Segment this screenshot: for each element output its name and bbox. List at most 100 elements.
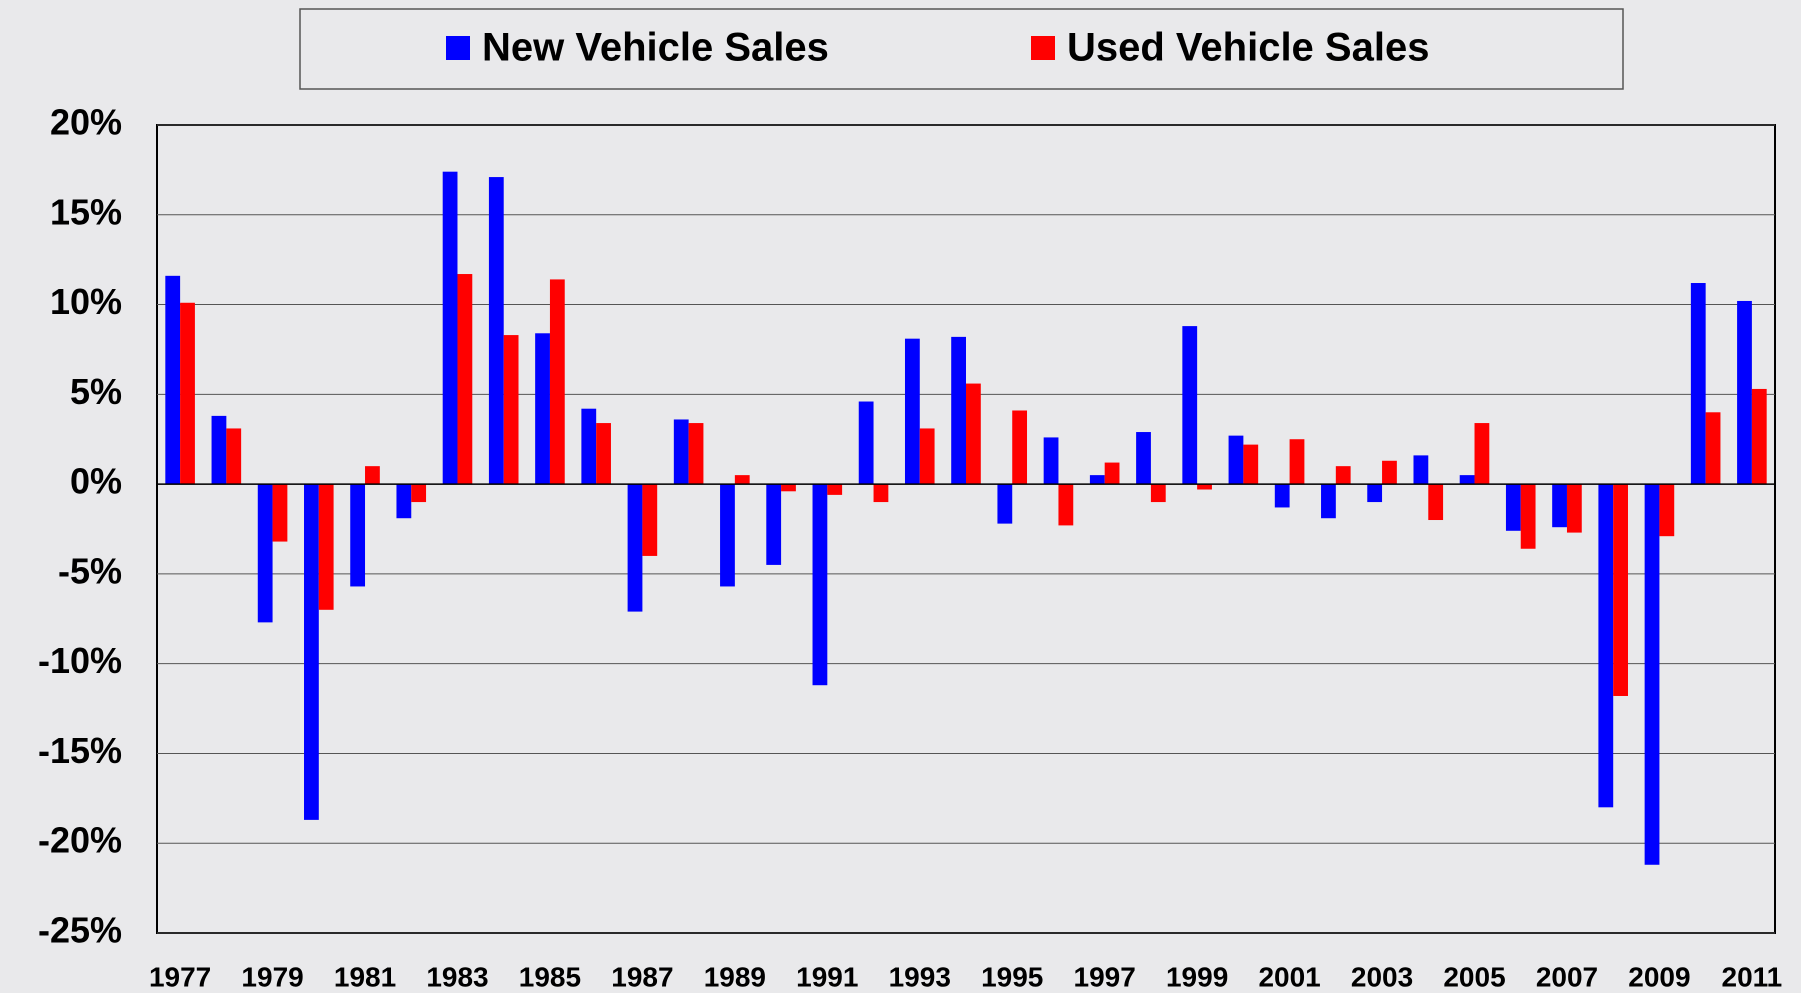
bar [781, 484, 796, 492]
y-tick-label: 5% [70, 371, 122, 412]
bar [1474, 423, 1490, 485]
bar [997, 484, 1013, 524]
bar [1197, 484, 1212, 490]
bar [1413, 455, 1429, 485]
x-tick-label: 1989 [704, 961, 766, 992]
bar [1367, 484, 1383, 503]
bar [1150, 484, 1166, 503]
bar [1552, 484, 1567, 528]
x-tick-label: 1999 [1166, 961, 1228, 992]
bar [1182, 326, 1198, 485]
bar [1382, 460, 1397, 485]
legend-swatch [1031, 36, 1055, 60]
y-tick-label: -10% [38, 640, 122, 681]
bar [919, 428, 935, 485]
bar [766, 484, 782, 565]
x-tick-label: 1985 [519, 961, 581, 992]
x-tick-label: 1977 [149, 961, 211, 992]
bar [966, 383, 981, 485]
bar [304, 484, 319, 820]
bar [1598, 484, 1614, 808]
bar [1043, 437, 1059, 485]
bar [488, 177, 504, 485]
bar [1705, 412, 1721, 485]
bar [503, 335, 519, 485]
bar [226, 428, 242, 485]
bar [627, 484, 643, 612]
bar [1058, 484, 1074, 526]
bar [1751, 388, 1767, 485]
bar [1012, 410, 1028, 485]
y-tick-label: -15% [38, 730, 122, 771]
bar [1459, 475, 1475, 485]
x-tick-label: 1995 [981, 961, 1043, 992]
x-tick-label: 1981 [334, 961, 396, 992]
bar [1613, 484, 1628, 696]
y-tick-label: 20% [50, 102, 122, 143]
x-tick-label: 2005 [1443, 961, 1505, 992]
x-tick-label: 2007 [1536, 961, 1598, 992]
bar [1089, 475, 1105, 485]
legend-label: New Vehicle Sales [482, 26, 829, 70]
bar [180, 302, 195, 485]
bar [904, 338, 920, 485]
x-tick-label: 2003 [1351, 961, 1413, 992]
bar [858, 401, 874, 485]
bar [365, 466, 380, 485]
bar [1335, 466, 1351, 485]
y-tick-label: -20% [38, 820, 122, 861]
bar [1659, 484, 1675, 537]
bar [734, 475, 750, 485]
legend-label: Used Vehicle Sales [1067, 26, 1429, 70]
x-tick-label: 1979 [241, 961, 303, 992]
bar [812, 484, 828, 686]
bar [535, 333, 550, 485]
bar [442, 171, 458, 485]
bar [350, 484, 366, 587]
x-tick-label: 1983 [426, 961, 488, 992]
bar [951, 336, 966, 485]
bar [873, 484, 889, 503]
bar [1520, 484, 1536, 549]
bar [673, 419, 689, 485]
bar [165, 275, 181, 485]
y-tick-label: 10% [50, 281, 122, 322]
bar [1228, 435, 1244, 485]
bar [272, 484, 288, 542]
bar [457, 274, 473, 485]
bar [827, 484, 843, 495]
legend-box [299, 8, 1624, 90]
bar [1566, 484, 1582, 533]
bar [411, 484, 427, 503]
bar [211, 415, 227, 485]
bar [1644, 484, 1660, 865]
x-tick-label: 1987 [611, 961, 673, 992]
x-tick-label: 1997 [1074, 961, 1136, 992]
bar [688, 423, 704, 485]
bar [396, 484, 412, 519]
bar [1690, 283, 1706, 485]
bar [1104, 462, 1120, 485]
legend-swatch [446, 36, 470, 60]
bar [1505, 484, 1521, 531]
y-tick-label: -25% [38, 910, 122, 951]
x-tick-label: 2011 [1722, 961, 1783, 992]
bar [257, 484, 273, 623]
bar [1428, 484, 1444, 521]
x-tick-label: 2009 [1628, 961, 1690, 992]
bar [581, 408, 597, 485]
bar [549, 279, 565, 485]
y-tick-label: 0% [70, 461, 122, 502]
bar [1243, 444, 1259, 485]
bar [1321, 484, 1336, 519]
bar [1136, 432, 1151, 485]
bar [1274, 484, 1290, 508]
y-tick-label: -5% [58, 550, 122, 591]
bar [1737, 300, 1752, 485]
bar [318, 484, 334, 610]
x-tick-label: 2001 [1258, 961, 1320, 992]
x-tick-label: 1991 [796, 961, 858, 992]
bar [596, 423, 611, 485]
bar [720, 484, 735, 587]
